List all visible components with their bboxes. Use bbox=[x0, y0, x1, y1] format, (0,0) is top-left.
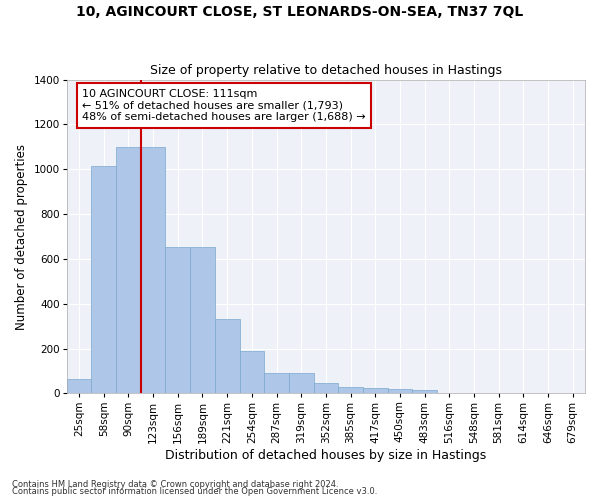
Bar bbox=[289, 374, 314, 394]
Bar bbox=[363, 388, 388, 394]
Text: 10, AGINCOURT CLOSE, ST LEONARDS-ON-SEA, TN37 7QL: 10, AGINCOURT CLOSE, ST LEONARDS-ON-SEA,… bbox=[76, 5, 524, 19]
Bar bbox=[412, 390, 437, 394]
Bar bbox=[215, 320, 239, 394]
Bar bbox=[91, 166, 116, 394]
Title: Size of property relative to detached houses in Hastings: Size of property relative to detached ho… bbox=[150, 64, 502, 77]
X-axis label: Distribution of detached houses by size in Hastings: Distribution of detached houses by size … bbox=[165, 450, 487, 462]
Text: Contains public sector information licensed under the Open Government Licence v3: Contains public sector information licen… bbox=[12, 487, 377, 496]
Bar bbox=[166, 246, 190, 394]
Bar bbox=[190, 246, 215, 394]
Text: 10 AGINCOURT CLOSE: 111sqm
← 51% of detached houses are smaller (1,793)
48% of s: 10 AGINCOURT CLOSE: 111sqm ← 51% of deta… bbox=[82, 89, 366, 122]
Text: Contains HM Land Registry data © Crown copyright and database right 2024.: Contains HM Land Registry data © Crown c… bbox=[12, 480, 338, 489]
Bar bbox=[116, 147, 141, 394]
Bar bbox=[67, 379, 91, 394]
Bar bbox=[388, 388, 412, 394]
Bar bbox=[239, 351, 264, 394]
Bar bbox=[141, 147, 166, 394]
Bar bbox=[338, 388, 363, 394]
Y-axis label: Number of detached properties: Number of detached properties bbox=[15, 144, 28, 330]
Bar bbox=[314, 384, 338, 394]
Bar bbox=[264, 374, 289, 394]
